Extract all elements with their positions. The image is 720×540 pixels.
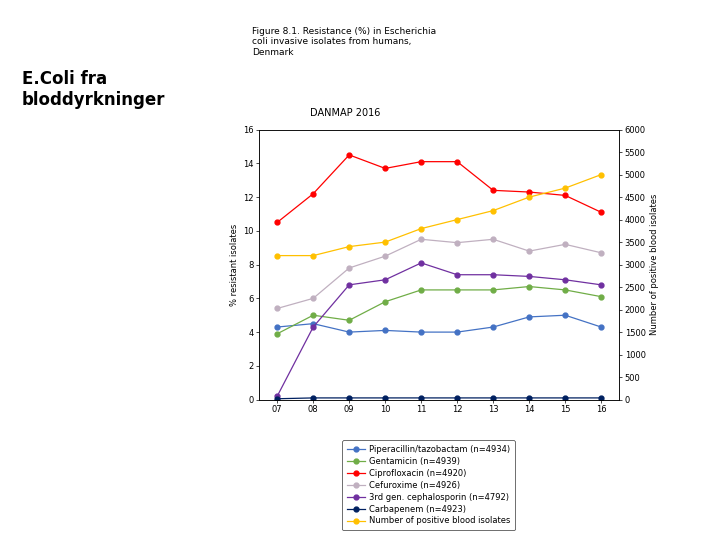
Text: DANMAP 2016: DANMAP 2016: [310, 108, 381, 118]
Text: E.Coli fra
bloddyrkninger: E.Coli fra bloddyrkninger: [22, 70, 165, 109]
Y-axis label: % resistant isolates: % resistant isolates: [230, 224, 239, 306]
Y-axis label: Number of positive blood isolates: Number of positive blood isolates: [650, 194, 659, 335]
Legend: Piperacillin/tazobactam (n=4934), Gentamicin (n=4939), Ciprofloxacin (n=4920), C: Piperacillin/tazobactam (n=4934), Gentam…: [342, 440, 515, 530]
Text: Figure 8.1. Resistance (%) in Escherichia
coli invasive isolates from humans,
De: Figure 8.1. Resistance (%) in Escherichi…: [252, 27, 436, 57]
